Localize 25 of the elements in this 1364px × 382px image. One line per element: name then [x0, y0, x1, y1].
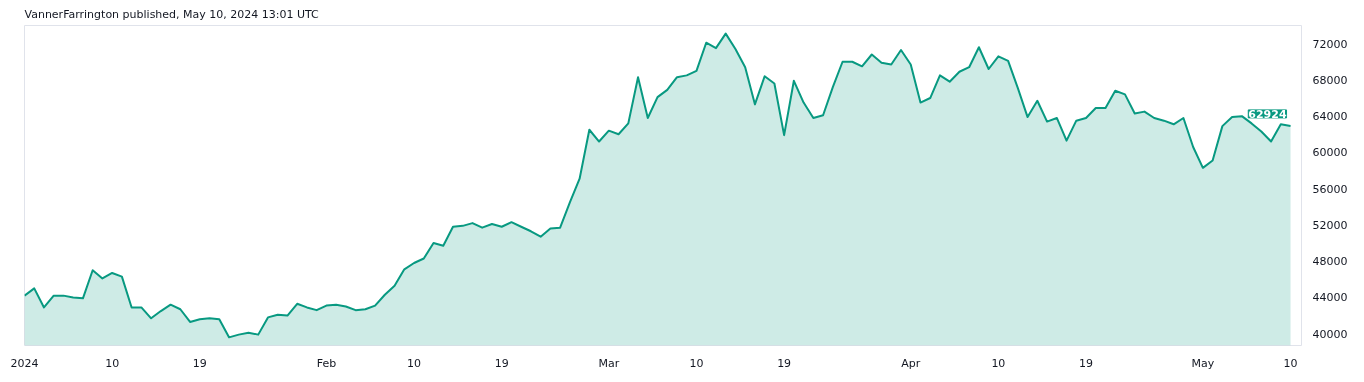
x-tick-label: May: [1191, 356, 1215, 370]
x-tick-label: Mar: [598, 356, 620, 370]
chart-title: VannerFarrington published, May 10, 2024 13:01 UTC: [24, 7, 320, 21]
x-tick-label: 10: [1283, 356, 1298, 370]
x-tick-label: Apr: [901, 356, 921, 370]
x-tick-label: 10: [407, 356, 422, 370]
x-tick-label: 10: [991, 356, 1006, 370]
annotation: 62924: [1248, 107, 1287, 121]
x-tick-label: 2024: [10, 356, 39, 370]
x-tick-label: 10: [105, 356, 120, 370]
x-tick-label: 10: [689, 356, 704, 370]
y-tick-label: 60000: [1312, 146, 1348, 160]
y-tick-label: 48000: [1312, 255, 1348, 269]
y-tick-label: 64000: [1312, 110, 1348, 124]
x-tick-label: 19: [777, 356, 792, 370]
x-tick-label: 19: [494, 356, 509, 370]
y-tick-label: 56000: [1312, 182, 1348, 196]
x-tick-label: 19: [1079, 356, 1094, 370]
y-tick-label: 72000: [1312, 37, 1348, 51]
x-tick-label: Feb: [316, 356, 337, 370]
y-tick-label: 44000: [1312, 291, 1348, 305]
y-tick-label: 40000: [1312, 327, 1348, 341]
x-tick-label: 19: [192, 356, 207, 370]
y-tick-label: 52000: [1312, 218, 1348, 232]
y-tick-label: 68000: [1312, 73, 1348, 87]
